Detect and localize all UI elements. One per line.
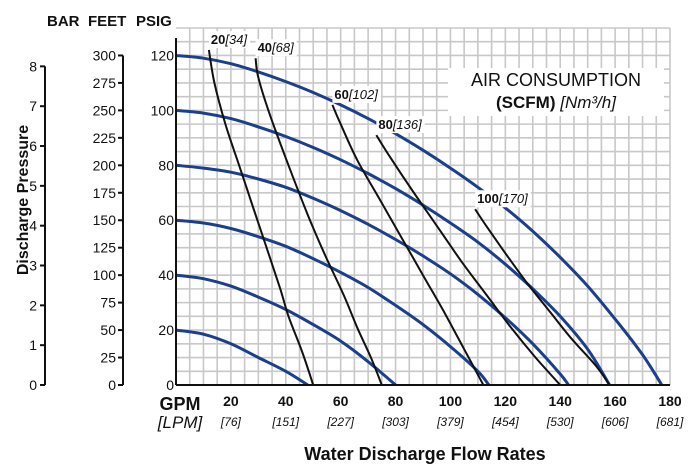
air-curve-nm3h: [102]	[348, 87, 378, 102]
gpm-tick-label: 100	[439, 393, 463, 409]
head-curve-1	[175, 328, 309, 387]
air-curve-labels: 20[34] 40[68] 60[102]80[136] 100[170]	[208, 30, 531, 208]
psi-tick-label: 80	[158, 157, 174, 173]
air-curve-nm3h: [34]	[224, 32, 247, 47]
air-curve-80	[375, 134, 561, 386]
air-curve-scfm: 40	[258, 40, 272, 55]
feet-tick-label: 75	[100, 295, 116, 311]
lpm-tick-label: [379]	[436, 415, 464, 429]
bar-tick-label: 3	[29, 258, 37, 274]
feet-tick-label: 225	[93, 130, 117, 146]
feet-tick-label: 50	[100, 322, 116, 338]
chart-subtitle-metric: [Nm³/h]	[559, 93, 617, 112]
gpm-tick-label: 20	[223, 393, 239, 409]
air-curve-60	[331, 104, 485, 386]
head-curves	[175, 54, 664, 387]
axes	[40, 38, 670, 386]
bar-tick-label: 0	[29, 377, 37, 393]
chart-subtitle: (SCFM) [Nm³/h]	[496, 93, 617, 112]
air-curve-20	[207, 49, 315, 386]
air-curve-scfm: 60	[334, 87, 348, 102]
lpm-tick-label: [227]	[326, 415, 354, 429]
bar-unit-header: BAR	[47, 13, 80, 30]
air-curve-scfm: 80	[378, 117, 392, 132]
head-curve-4	[175, 163, 570, 386]
chart-subtitle-units: (SCFM)	[496, 93, 555, 112]
bar-tick-label: 1	[29, 337, 37, 353]
feet-tick-label: 200	[93, 157, 117, 173]
psi-tick-label: 100	[151, 102, 175, 118]
lpm-tick-label: [530]	[546, 415, 574, 429]
feet-tick-label: 250	[93, 102, 117, 118]
lpm-tick-label: [454]	[491, 415, 519, 429]
bar-tick-label: 5	[29, 178, 37, 194]
feet-unit-header: FEET	[88, 13, 126, 30]
bar-tick-label: 7	[29, 98, 37, 114]
gpm-tick-label: 120	[494, 393, 518, 409]
psi-tick-label: 0	[166, 377, 174, 393]
head-curve-3	[175, 218, 491, 386]
air-label-bg	[208, 30, 251, 48]
air-label-bg	[332, 85, 381, 103]
psi-tick-label: 60	[158, 212, 174, 228]
y-axis-label: Discharge Pressure	[15, 125, 32, 275]
psi-tick-label: 20	[158, 322, 174, 338]
lpm-tick-label: [681]	[656, 415, 684, 429]
bar-tick-label: 8	[29, 58, 37, 74]
air-curve-label-20: 20[34]	[211, 32, 248, 47]
gpm-tick-label: 180	[658, 393, 682, 409]
feet-tick-label: 125	[93, 240, 117, 256]
feet-tick-label: 150	[93, 212, 117, 228]
psi-tick-label: 120	[151, 47, 175, 63]
air-curve-nm3h: [136]	[392, 117, 422, 132]
air-label-bg	[255, 39, 297, 57]
gpm-tick-label: 140	[549, 393, 573, 409]
feet-tick-label: 275	[93, 75, 117, 91]
air-curve-label-80: 80[136]	[378, 117, 422, 132]
air-curve-100	[474, 208, 611, 386]
x-axis-label: Water Discharge Flow Rates	[304, 444, 545, 464]
psig-unit-header: PSIG	[136, 13, 172, 30]
head-curve-5	[175, 108, 611, 386]
gpm-tick-label: 80	[388, 393, 404, 409]
bar-tick-label: 2	[29, 297, 37, 313]
lpm-tick-label: [303]	[381, 415, 409, 429]
feet-tick-label: 25	[100, 350, 116, 366]
gpm-tick-label: 40	[278, 393, 294, 409]
feet-tick-label: 300	[93, 47, 117, 63]
feet-tick-label: 0	[108, 377, 116, 393]
gpm-unit-label: GPM	[159, 394, 200, 414]
air-curve-nm3h: [170]	[498, 191, 528, 206]
air-label-bg	[376, 116, 425, 134]
lpm-unit-label: [LPM]	[157, 413, 204, 432]
lpm-tick-label: [76]	[220, 415, 242, 429]
psi-tick-label: 40	[158, 267, 174, 283]
gpm-tick-label: 60	[333, 393, 349, 409]
feet-tick-label: 175	[93, 185, 117, 201]
air-curve-label-60: 60[102]	[334, 87, 378, 102]
tick-labels: 0204060801001200255075100125150175200225…	[29, 47, 684, 429]
air-curve-40	[254, 58, 383, 386]
air-curves	[207, 49, 611, 386]
lpm-tick-label: [606]	[601, 415, 629, 429]
feet-tick-label: 100	[93, 267, 117, 283]
legend-title: AIR CONSUMPTION (SCFM) [Nm³/h]	[448, 68, 664, 116]
bar-tick-label: 6	[29, 138, 37, 154]
head-curve-6	[175, 54, 664, 386]
air-label-bg	[475, 190, 531, 208]
air-curve-nm3h: [68]	[271, 40, 294, 55]
air-curve-scfm: 100	[477, 191, 499, 206]
air-curve-label-40: 40[68]	[258, 40, 295, 55]
bar-tick-label: 4	[29, 218, 37, 234]
chart-title: AIR CONSUMPTION	[471, 70, 641, 90]
air-curve-scfm: 20	[211, 32, 225, 47]
lpm-tick-label: [151]	[271, 415, 299, 429]
gpm-tick-label: 160	[603, 393, 627, 409]
air-curve-label-100: 100[170]	[477, 191, 528, 206]
